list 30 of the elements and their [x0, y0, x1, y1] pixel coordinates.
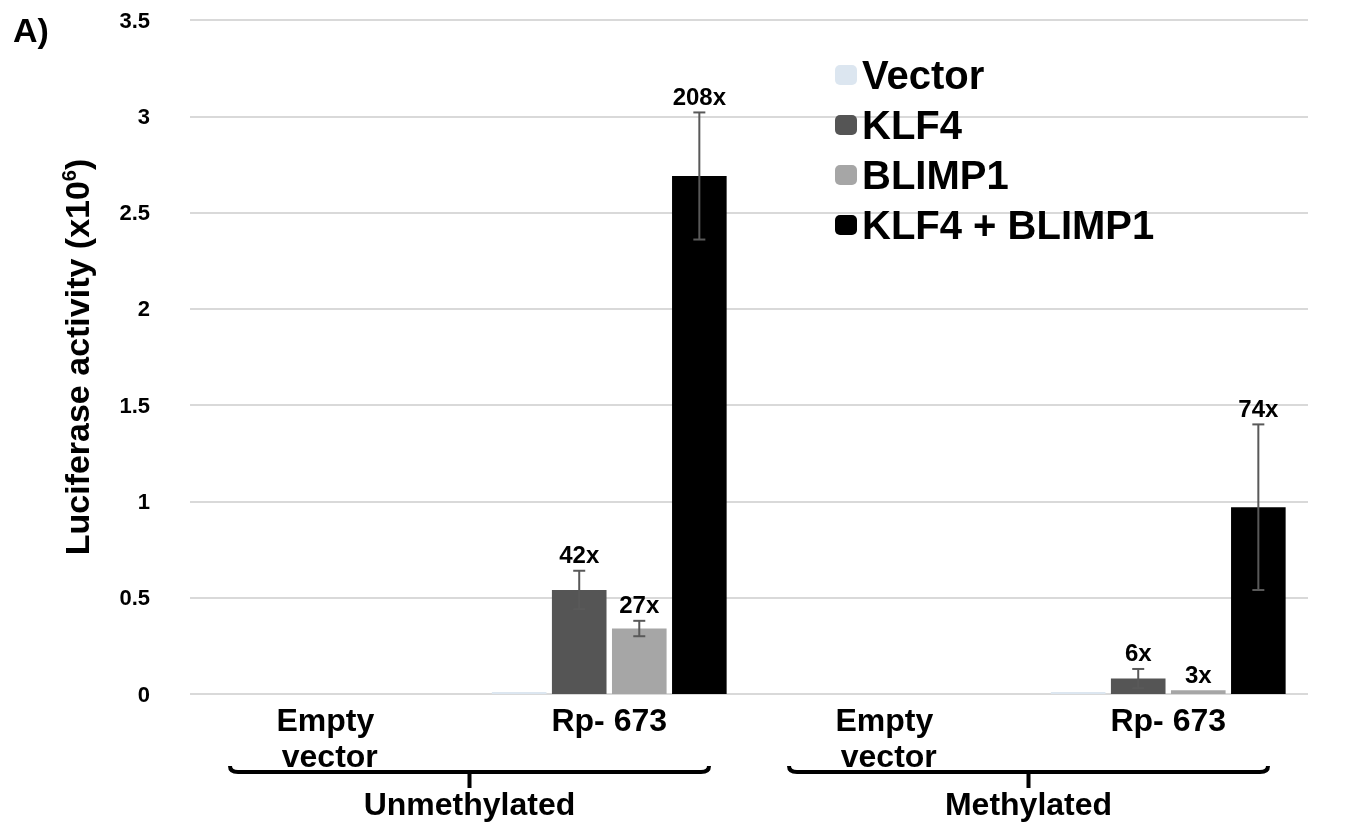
- y-tick-label: 2.5: [119, 200, 150, 226]
- bar: [672, 175, 727, 694]
- y-tick-label: 0.5: [119, 585, 150, 611]
- bar: [1170, 690, 1226, 694]
- text: Unmethylated: [363, 786, 576, 822]
- legend-label: KLF4: [862, 103, 963, 147]
- chart-title: A): [13, 11, 49, 49]
- y-tick-label: 1: [137, 488, 150, 514]
- x-tick-label: Rp- 673: [1110, 702, 1227, 738]
- legend-label: Vector: [862, 53, 985, 97]
- annotation: 42x: [559, 541, 600, 569]
- x-tick-label: Empty vector: [835, 702, 943, 774]
- x-tick-label: Empty vector: [276, 702, 384, 774]
- annotation: 74x: [1238, 394, 1280, 422]
- annotation: 6x: [1124, 639, 1153, 667]
- y-tick-label: 0: [137, 681, 150, 707]
- annotation: 208x: [672, 82, 727, 110]
- bar: [1231, 507, 1286, 694]
- y-axis-title: Luciferase activity (x106): [58, 158, 96, 556]
- bar: [611, 628, 667, 694]
- legend-label: KLF4 + BLIMP1: [862, 203, 1155, 247]
- text: Methylated: [944, 786, 1113, 822]
- annotation: 3x: [1184, 660, 1213, 688]
- y-tick-label: 3: [137, 103, 150, 129]
- y-tick-label: 1.5: [119, 392, 150, 418]
- y-tick-label: 2: [137, 296, 150, 322]
- y-tick-label: 3.5: [119, 7, 150, 33]
- legend-label: BLIMP1: [862, 153, 1009, 197]
- x-tick-label: Rp- 673: [551, 702, 668, 738]
- annotation: 27x: [619, 591, 660, 619]
